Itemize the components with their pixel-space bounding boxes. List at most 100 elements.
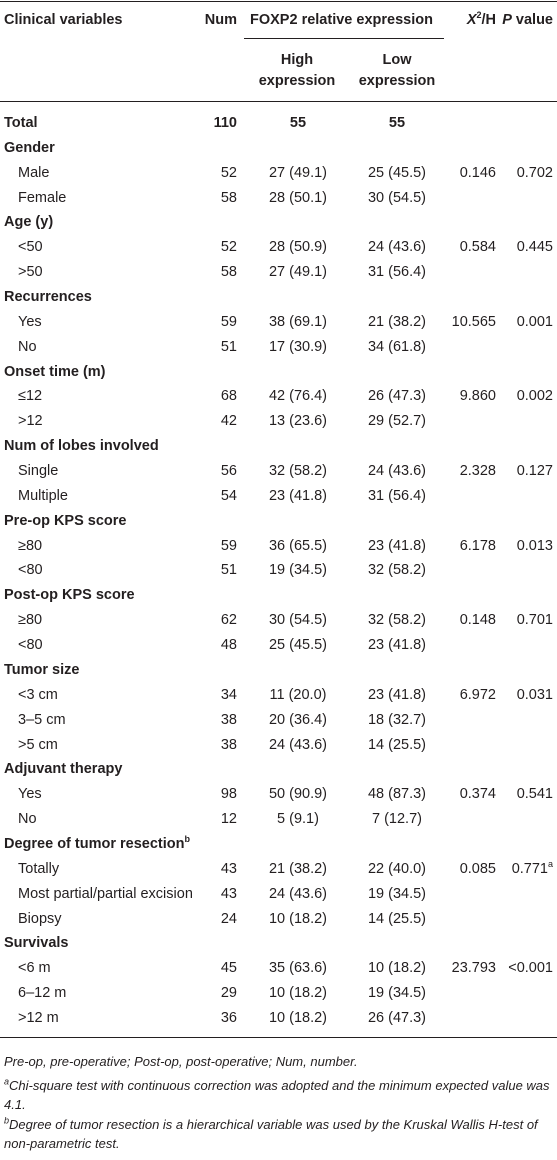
cell-p: 0.541 [516,786,553,803]
header-stat-text: X [466,12,477,28]
header-p-text: P [502,12,512,28]
cell-low: 19 (34.5) [367,985,427,1002]
group-label: Pre-op KPS score [4,512,127,529]
cell-num: 52 [220,164,237,181]
cell-p-sup: a [547,858,553,869]
item-label: ≤12 [18,388,43,405]
cell-low: 55 [388,115,406,131]
total-label: Total [4,115,38,131]
footnote: aChi-square test with continuous correct… [4,1076,552,1114]
item-label: 3–5 cm [18,711,66,728]
cell-stat: 23.793 [451,960,496,977]
cell-high: 28 (50.1) [268,189,328,206]
cell-low: 23 (41.8) [367,686,427,703]
cell-high: 24 (43.6) [268,885,328,902]
header-p: P value [502,11,553,29]
cell-num: 38 [220,736,237,753]
cell-num: 24 [220,910,237,927]
cell-stat: 0.374 [459,786,496,803]
cell-p: 0.127 [516,463,553,480]
item-label: >12 [18,413,43,430]
cell-high: 5 (9.1) [277,811,319,828]
cell-low: 34 (61.8) [367,338,427,355]
item-label: Male [18,164,50,181]
cell-stat: 0.146 [459,164,496,181]
cell-high: 11 (20.0) [269,686,327,703]
header-variable: Clinical variables [4,12,123,28]
cell-high: 30 (54.5) [268,612,328,629]
cell-num: 12 [220,811,237,828]
cell-p: 0.001 [516,313,553,330]
cell-high: 10 (18.2) [268,985,328,1002]
cell-stat: 2.328 [459,463,496,480]
cell-high: 19 (34.5) [268,562,328,579]
item-label: <6 m [18,960,51,977]
item-label: Single [18,463,59,480]
cell-low: 22 (40.0) [367,860,427,877]
cell-low: 26 (47.3) [367,1009,427,1026]
cell-high: 50 (90.9) [268,786,328,803]
header-rule [0,101,557,102]
cell-stat: 0.148 [459,612,496,629]
cell-high: 17 (30.9) [268,338,328,355]
cell-low: 25 (45.5) [367,164,427,181]
cell-num: 43 [220,860,237,877]
cell-low: 26 (47.3) [367,388,427,405]
cell-num: 42 [220,413,237,430]
item-label: <50 [18,239,43,256]
cell-high: 23 (41.8) [268,487,328,504]
item-label: <80 [18,637,43,654]
item-label: >50 [18,264,43,281]
header-stat-rest: /H [481,12,497,28]
cell-num: 38 [220,711,237,728]
cell-stat: 10.565 [451,313,496,330]
group-label: Survivals [4,935,69,952]
cell-low: 14 (25.5) [367,910,427,927]
cell-high: 55 [289,115,307,131]
cell-p: 0.771a [511,858,553,878]
bottom-rule [0,1037,557,1038]
item-label: ≥80 [18,612,43,629]
cell-p: 0.013 [516,537,553,554]
cell-low: 23 (41.8) [367,637,427,654]
cell-low: 32 (58.2) [367,562,427,579]
cell-high: 10 (18.2) [268,910,328,927]
cell-high: 21 (38.2) [268,860,328,877]
cell-stat: 6.972 [459,686,496,703]
cell-stat: 9.860 [459,388,496,405]
cell-num: 29 [220,985,237,1002]
cell-high: 28 (50.9) [268,239,328,256]
item-label: No [18,338,37,355]
cell-low: 21 (38.2) [367,313,427,330]
header-stat-sup: 2 [476,10,482,21]
item-label: Yes [18,786,42,803]
cell-num: 59 [220,537,237,554]
cell-low: 18 (32.7) [367,711,427,728]
cell-high: 25 (45.5) [268,637,328,654]
cell-low: 31 (56.4) [367,264,427,281]
cell-stat: 0.584 [459,239,496,256]
footnote-mark: a [4,1076,10,1087]
cell-low: 31 (56.4) [367,487,427,504]
item-label: Biopsy [18,910,62,927]
group-label: Post-op KPS score [4,587,135,604]
cell-high: 27 (49.1) [268,264,328,281]
group-label: Degree of tumor resectionb [4,835,190,853]
item-label: Multiple [18,487,68,504]
cell-num: 59 [220,313,237,330]
group-label-sup: b [184,834,191,845]
cell-p: 0.701 [516,612,553,629]
cell-p: 0.002 [516,388,553,405]
cell-high: 36 (65.5) [268,537,328,554]
item-label: <80 [18,562,43,579]
cell-low: 23 (41.8) [367,537,427,554]
cell-low: 7 (12.7) [372,811,422,828]
cell-low: 24 (43.6) [367,463,427,480]
top-rule [0,1,557,2]
cell-p-text: 0.771 [511,860,548,877]
cell-num: 68 [220,388,237,405]
group-label: Gender [4,139,55,156]
cell-high: 42 (76.4) [268,388,328,405]
group-label: Tumor size [4,661,80,678]
